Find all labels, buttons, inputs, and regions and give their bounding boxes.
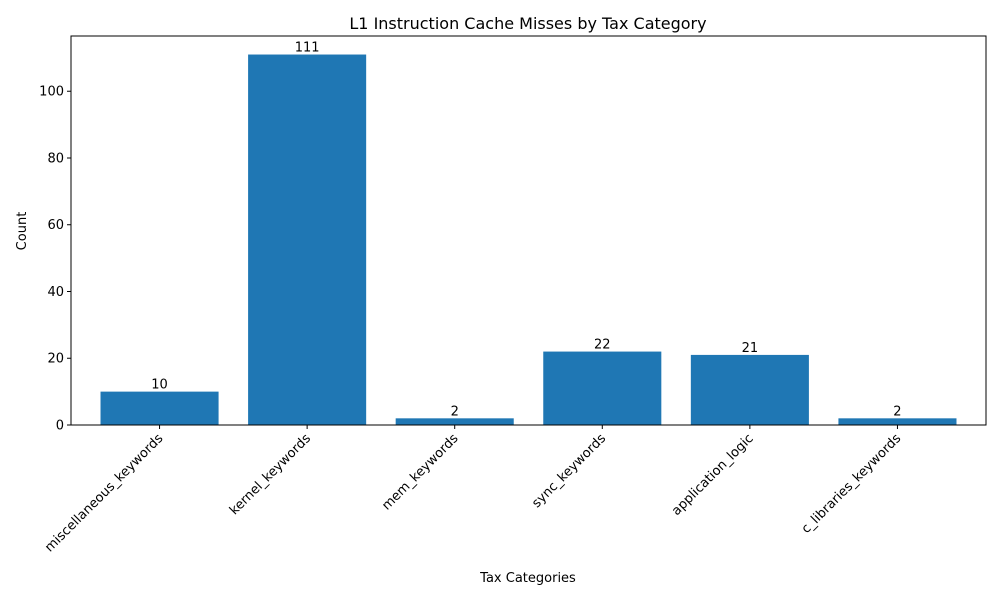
- bar-mem_keywords: [395, 418, 514, 425]
- y-tick-label: 0: [56, 419, 64, 434]
- data-label-kernel_keywords: 111: [295, 41, 320, 56]
- data-label-mem_keywords: 2: [451, 404, 459, 419]
- y-axis: 0 20 40 60 80 100: [39, 85, 71, 434]
- plot-frame: [70, 35, 987, 426]
- bar-c_libraries_keywords: [838, 418, 957, 425]
- y-tick-label: 60: [47, 218, 64, 233]
- y-tick-label: 80: [47, 151, 64, 166]
- y-tick-label: 20: [47, 352, 64, 367]
- bar-kernel_keywords: [248, 54, 367, 426]
- bar-sync_keywords: [543, 351, 662, 425]
- data-label-c_libraries_keywords: 2: [893, 404, 901, 419]
- data-label-miscellaneous_keywords: 10: [151, 378, 168, 393]
- y-tick-label: 40: [47, 285, 64, 300]
- bar-miscellaneous_keywords: [100, 391, 219, 425]
- y-axis-label: Count: [15, 212, 30, 251]
- bar-application_logic: [690, 354, 809, 425]
- data-label-application_logic: 21: [742, 341, 759, 356]
- data-label-sync_keywords: 22: [594, 338, 611, 353]
- y-tick-label: 100: [39, 85, 64, 100]
- x-axis-label: Tax Categories: [479, 571, 576, 586]
- chart-title: L1 Instruction Cache Misses by Tax Categ…: [349, 14, 706, 33]
